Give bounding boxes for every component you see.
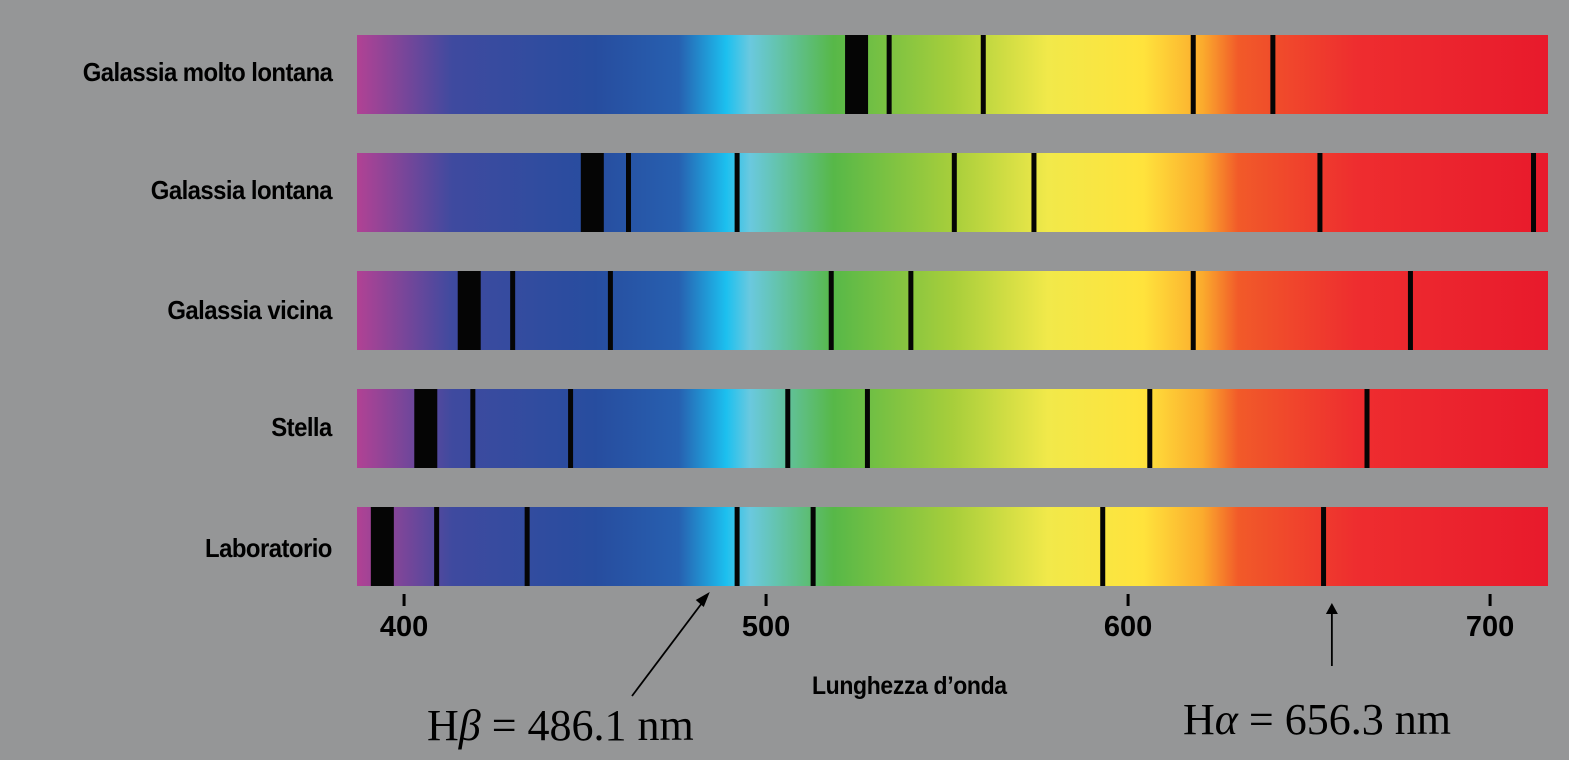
halpha-equals: = [1248,695,1274,744]
absorption-line-stella-6 [1364,389,1370,468]
row-label-laboratorio: Laboratorio [205,533,332,563]
tick-label-400: 400 [380,611,428,643]
absorption-line-galassia-vicina-5 [1190,271,1196,350]
absorption-line-galassia-molto-lontana-4 [1270,35,1276,114]
absorption-line-galassia-molto-lontana-3 [1190,35,1196,114]
absorption-line-galassia-vicina-2 [607,271,613,350]
absorption-line-galassia-lontana-2 [734,153,740,232]
row-label-galassia-vicina: Galassia vicina [167,295,332,325]
hbeta-equals: = [491,701,517,750]
hbeta-symbol: H [427,701,459,750]
halpha-greek: α [1214,695,1238,744]
row-label-stella: Stella [271,412,332,442]
spectrum-bar-stella [357,389,1548,468]
absorption-line-laboratorio-3 [734,507,740,586]
absorption-line-galassia-molto-lontana-1 [886,35,892,114]
tick-label-500: 500 [742,611,790,643]
hbeta-greek: β [458,701,481,750]
absorption-line-stella-5 [1147,389,1153,468]
absorption-line-laboratorio-6 [1321,507,1327,586]
absorption-line-galassia-vicina-6 [1407,271,1413,350]
spectrum-bar-galassia-vicina [357,271,1548,350]
absorption-line-laboratorio-2 [524,507,530,586]
absorption-line-galassia-lontana-5 [1317,153,1323,232]
absorption-line-galassia-vicina-4 [908,271,914,350]
row-label-galassia-molto-lontana: Galassia molto lontana [82,57,332,87]
absorption-line-galassia-molto-lontana-2 [980,35,986,114]
tick-label-600: 600 [1104,611,1152,643]
absorption-line-galassia-lontana-4 [1031,153,1037,232]
absorption-line-galassia-lontana-1 [626,153,632,232]
absorption-line-galassia-vicina-0 [457,271,481,350]
absorption-line-laboratorio-5 [1100,507,1106,586]
spectrum-bar-laboratorio [357,507,1548,586]
absorption-line-stella-1 [470,389,476,468]
absorption-line-galassia-lontana-0 [580,153,604,232]
absorption-line-galassia-vicina-3 [828,271,834,350]
absorption-line-stella-4 [864,389,870,468]
hbeta-arrowhead [695,592,710,607]
halpha-symbol: H [1183,695,1215,744]
absorption-line-laboratorio-1 [434,507,440,586]
hbeta-formula: Hβ = 486.1 nm [427,700,694,751]
spectrum-bar-galassia-molto-lontana [357,35,1548,114]
halpha-value: 656.3 nm [1284,695,1451,744]
absorption-line-galassia-lontana-6 [1531,153,1537,232]
absorption-line-stella-3 [785,389,791,468]
absorption-line-laboratorio-0 [370,507,394,586]
absorption-line-galassia-vicina-1 [510,271,516,350]
absorption-line-stella-0 [414,389,438,468]
absorption-line-stella-2 [568,389,574,468]
hbeta-value: 486.1 nm [527,701,694,750]
tick-label-700: 700 [1466,611,1514,643]
absorption-line-galassia-molto-lontana-0 [845,35,869,114]
hbeta-arrow [631,597,707,697]
halpha-formula: Hα = 656.3 nm [1183,694,1451,745]
absorption-line-galassia-lontana-3 [951,153,957,232]
row-label-galassia-lontana: Galassia lontana [150,175,333,205]
absorption-line-laboratorio-4 [810,507,816,586]
axis-title: Lunghezza d’onda [812,672,1007,700]
halpha-arrowhead [1325,603,1338,614]
